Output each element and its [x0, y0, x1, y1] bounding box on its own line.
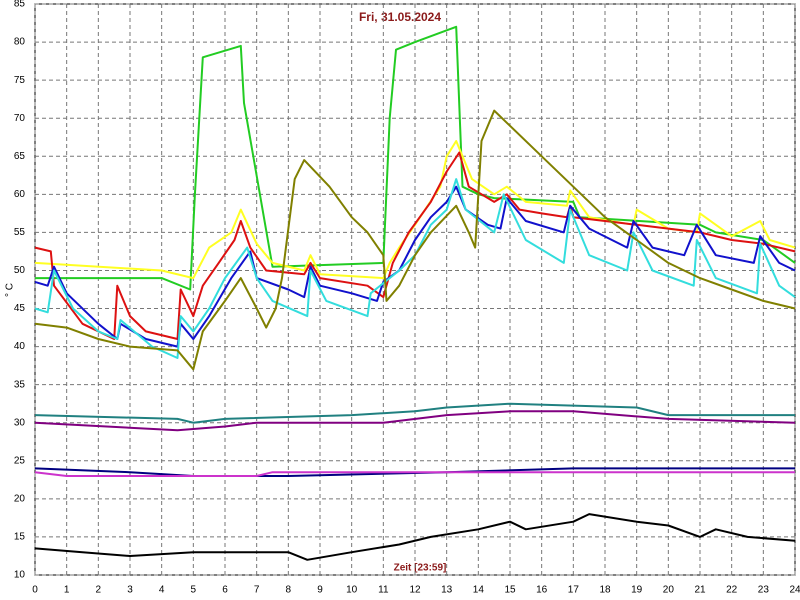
- y-tick-label: 65: [14, 151, 26, 162]
- x-tick-label: 10: [346, 585, 358, 596]
- x-tick-label: 20: [663, 585, 675, 596]
- x-tick-label: 18: [599, 585, 611, 596]
- series-line: [34, 402, 795, 424]
- x-tick-label: 21: [694, 585, 706, 596]
- x-tick-label: 24: [789, 585, 800, 596]
- x-tick-label: 15: [504, 585, 516, 596]
- series-line: [34, 467, 795, 477]
- chart-title: Fri, 31.05.2024: [359, 10, 441, 24]
- series-line: [35, 25, 796, 291]
- x-tick-label: 4: [159, 585, 165, 596]
- series-line: [34, 109, 796, 371]
- x-tick-label: 9: [317, 585, 323, 596]
- y-tick-label: 60: [14, 189, 26, 200]
- x-tick-label: 0: [32, 585, 38, 596]
- y-tick-label: 10: [14, 570, 26, 581]
- y-tick-label: 30: [14, 417, 26, 428]
- x-tick-label: 19: [631, 585, 643, 596]
- x-tick-label: 23: [758, 585, 770, 596]
- y-tick-label: 85: [14, 0, 26, 10]
- x-tick-label: 1: [64, 585, 70, 596]
- y-tick-label: 25: [14, 455, 26, 466]
- x-tick-label: 3: [127, 585, 133, 596]
- x-tick-label: 7: [254, 585, 260, 596]
- series-line: [34, 513, 796, 561]
- x-axis-label: Zeit [23:59]: [394, 563, 447, 574]
- x-tick-label: 14: [473, 585, 485, 596]
- x-tick-label: 22: [726, 585, 738, 596]
- y-axis-label: ° C: [5, 283, 16, 297]
- y-tick-label: 45: [14, 303, 26, 314]
- x-tick-label: 8: [286, 585, 292, 596]
- x-tick-label: 16: [536, 585, 548, 596]
- x-tick-label: 6: [222, 585, 228, 596]
- series-line: [34, 151, 796, 340]
- series-line: [34, 178, 796, 359]
- y-tick-label: 20: [14, 494, 26, 505]
- x-tick-label: 2: [96, 585, 102, 596]
- x-tick-label: 13: [441, 585, 453, 596]
- y-tick-label: 55: [14, 227, 26, 238]
- y-tick-label: 80: [14, 37, 26, 48]
- plot-frame: [34, 3, 796, 576]
- x-tick-label: 11: [378, 585, 389, 596]
- y-tick-label: 70: [14, 113, 26, 124]
- y-tick-label: 40: [14, 341, 26, 352]
- y-tick-label: 15: [14, 532, 26, 543]
- x-tick-label: 17: [568, 585, 580, 596]
- y-tick-label: 35: [14, 379, 26, 390]
- x-tick-label: 12: [409, 585, 421, 596]
- y-tick-label: 75: [14, 75, 26, 86]
- series-line: [34, 410, 796, 432]
- y-tick-label: 50: [14, 265, 26, 276]
- series-line: [34, 471, 795, 477]
- x-tick-label: 5: [191, 585, 197, 596]
